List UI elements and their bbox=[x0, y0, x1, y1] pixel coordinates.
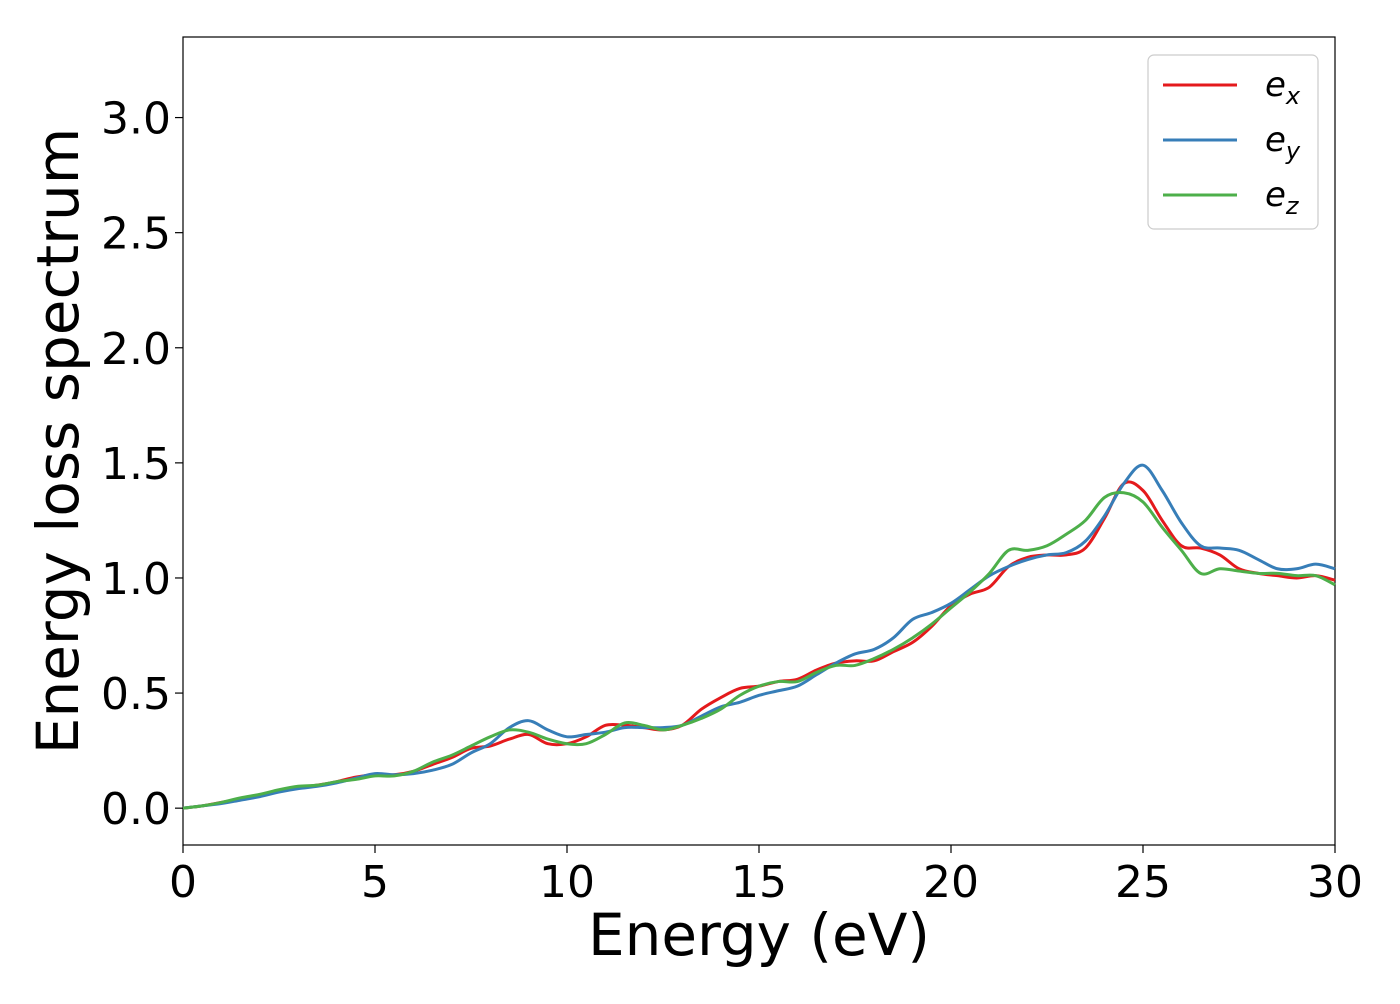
x-axis-title: Energy (eV) bbox=[588, 901, 930, 969]
x-tick-label: 25 bbox=[1115, 857, 1171, 908]
x-tick-label: 30 bbox=[1307, 857, 1363, 908]
y-tick-label: 0.0 bbox=[101, 784, 171, 835]
x-axis-ticks: 0 5 10 15 20 25 30 bbox=[169, 845, 1363, 908]
x-tick-label: 10 bbox=[539, 857, 595, 908]
x-tick-label: 20 bbox=[923, 857, 979, 908]
y-tick-label: 1.0 bbox=[101, 554, 171, 605]
legend-label-subscript: x bbox=[1285, 82, 1301, 110]
y-tick-label: 2.5 bbox=[101, 209, 171, 260]
y-axis-title: Energy loss spectrum bbox=[24, 128, 92, 754]
series-line-z bbox=[183, 493, 1335, 809]
y-axis-ticks: 0.0 0.5 1.0 1.5 2.0 2.5 3.0 bbox=[101, 94, 183, 836]
legend-label-subscript: y bbox=[1285, 137, 1301, 165]
legend-label-base: e bbox=[1265, 175, 1286, 215]
series-line-y bbox=[183, 465, 1335, 808]
series-layer bbox=[183, 465, 1335, 808]
y-tick-label: 1.5 bbox=[101, 439, 171, 490]
series-line-x bbox=[183, 482, 1335, 808]
legend-label-base: e bbox=[1265, 65, 1286, 105]
legend-label-subscript: z bbox=[1285, 192, 1300, 220]
y-tick-label: 0.5 bbox=[101, 669, 171, 720]
x-tick-label: 0 bbox=[169, 857, 197, 908]
y-tick-label: 3.0 bbox=[101, 94, 171, 145]
y-tick-label: 2.0 bbox=[101, 324, 171, 375]
legend-label-base: e bbox=[1265, 120, 1286, 160]
x-tick-label: 5 bbox=[361, 857, 389, 908]
